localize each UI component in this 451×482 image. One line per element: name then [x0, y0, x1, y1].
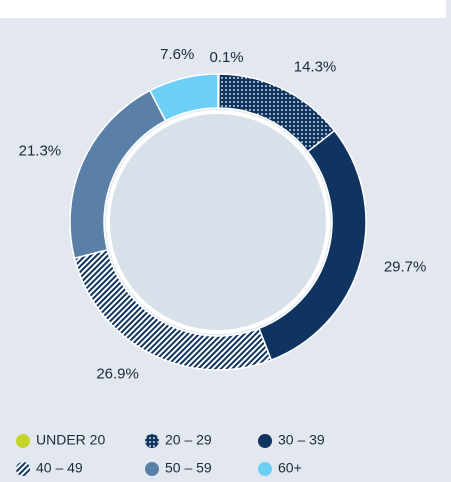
inner-disc — [110, 114, 326, 330]
legend-marker — [145, 462, 159, 476]
data-label: 14.3% — [294, 59, 337, 76]
donut-slice — [148, 73, 219, 122]
legend-marker — [258, 434, 272, 448]
legend-label: UNDER 20 — [36, 432, 105, 448]
data-label: 0.1% — [209, 49, 243, 66]
data-label: 7.6% — [160, 46, 194, 63]
legend-label: 20 – 29 — [165, 432, 212, 448]
data-label: 29.7% — [384, 259, 427, 276]
data-label: 21.3% — [19, 142, 62, 159]
legend-label: 40 – 49 — [36, 460, 83, 476]
legend-marker — [16, 462, 30, 476]
legend-marker — [145, 434, 159, 448]
legend-label: 30 – 39 — [278, 432, 325, 448]
legend-label: 60+ — [278, 460, 302, 476]
top-bar — [0, 0, 446, 18]
data-label: 26.9% — [96, 366, 139, 383]
legend-marker — [16, 434, 30, 448]
legend-marker — [258, 462, 272, 476]
legend-label: 50 – 59 — [165, 460, 212, 476]
